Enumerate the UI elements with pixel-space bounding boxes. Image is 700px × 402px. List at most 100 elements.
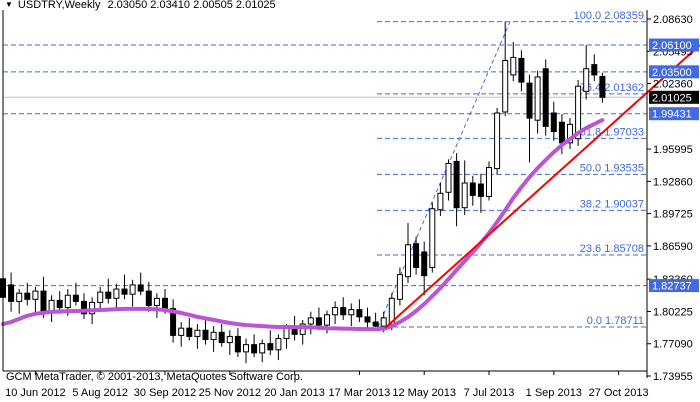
- candle-bull: [502, 59, 509, 113]
- svg-text:10 Jun 2012: 10 Jun 2012: [5, 387, 66, 399]
- candle-bull: [307, 317, 314, 325]
- candle-bull: [567, 123, 573, 144]
- candle-bull: [153, 297, 160, 307]
- svg-text:1.86590: 1.86590: [653, 241, 693, 253]
- candle-bear: [186, 327, 193, 337]
- svg-text:1.73955: 1.73955: [653, 371, 693, 383]
- candle-bull: [97, 291, 104, 303]
- candle-bear: [56, 299, 63, 309]
- svg-text:2.03500: 2.03500: [652, 67, 692, 79]
- candle-bear: [81, 300, 87, 315]
- chart-title: ▼ USDTRY,Weekly 2.03050 2.03410 2.00505 2.…: [5, 0, 276, 11]
- svg-text:2.01025: 2.01025: [652, 92, 692, 104]
- svg-text:12 May 2013: 12 May 2013: [392, 387, 456, 399]
- candle-bear: [591, 64, 598, 76]
- candle-bear: [40, 290, 47, 313]
- candle-bull: [380, 317, 387, 327]
- candle-bear: [145, 290, 152, 307]
- candle-bear: [218, 331, 225, 344]
- candle-bull: [324, 314, 330, 326]
- candle-bull: [259, 343, 266, 354]
- svg-text:2.02360: 2.02360: [653, 79, 693, 91]
- level-price-label: [649, 65, 699, 79]
- current-price-label: 2.01025: [649, 90, 699, 104]
- candle-bull: [486, 167, 492, 197]
- candle-bull: [194, 329, 201, 337]
- candle-bull: [299, 323, 306, 335]
- candle-bear: [291, 327, 298, 335]
- candle-bull: [494, 112, 501, 170]
- candle-bull: [534, 76, 541, 121]
- candle-bear: [105, 291, 112, 299]
- candle-bear: [315, 317, 322, 326]
- candle-bull: [89, 301, 96, 315]
- candle-bear: [8, 284, 15, 302]
- svg-text:27 Oct 2013: 27 Oct 2013: [589, 387, 649, 399]
- candle-bear: [121, 288, 128, 295]
- candle-bull: [583, 68, 590, 92]
- svg-text:76.4 2.01362: 76.4 2.01362: [580, 82, 644, 94]
- svg-text:1.95995: 1.95995: [653, 144, 693, 156]
- horizontal-level-lines[interactable]: [3, 44, 647, 287]
- level-price-label: [649, 107, 699, 121]
- candle-bull: [32, 290, 39, 300]
- svg-text:5 Aug 2012: 5 Aug 2012: [72, 387, 128, 399]
- candle-bear: [24, 292, 31, 300]
- candle-bear: [162, 297, 168, 310]
- svg-text:1.99431: 1.99431: [652, 109, 692, 121]
- candle-bull: [210, 331, 217, 341]
- svg-text:30 Sep 2012: 30 Sep 2012: [134, 387, 196, 399]
- svg-text:17 Mar 2013: 17 Mar 2013: [329, 387, 391, 399]
- svg-text:20 Jan 2013: 20 Jan 2013: [264, 387, 325, 399]
- candle-bear: [267, 343, 274, 351]
- candle-bull: [405, 244, 411, 278]
- svg-text:50.0 1.93535: 50.0 1.93535: [580, 162, 644, 174]
- svg-text:1.77090: 1.77090: [653, 339, 693, 351]
- candle-bull: [332, 307, 339, 316]
- svg-text:38.2 1.90037: 38.2 1.90037: [580, 198, 644, 210]
- candle-bear: [599, 75, 606, 98]
- svg-text:61.8 1.97033: 61.8 1.97033: [580, 126, 644, 138]
- candle-bull: [510, 56, 517, 76]
- candle-bear: [356, 309, 363, 318]
- candle-bull: [16, 292, 23, 302]
- candle-bear: [453, 160, 460, 209]
- candle-bear: [72, 294, 79, 302]
- level-price-label: [649, 38, 699, 52]
- candle-bear: [518, 57, 525, 83]
- svg-text:100.0 2.08359: 100.0 2.08359: [574, 10, 644, 22]
- svg-text:7 Jul 2013: 7 Jul 2013: [464, 387, 515, 399]
- candle-bull: [275, 337, 282, 351]
- candle-bear: [558, 121, 565, 144]
- candle-bear: [542, 68, 549, 127]
- candle-bull: [226, 335, 233, 344]
- moving-average-line: [1, 118, 605, 332]
- svg-text:0.0 1.78711: 0.0 1.78711: [587, 315, 644, 327]
- fibonacci-retracement[interactable]: 100.0 2.08359 76.4 2.01362 61.8 1.97033 50.…: [377, 10, 647, 328]
- candle-bull: [396, 274, 403, 300]
- candle-bull: [113, 288, 120, 299]
- candle-bear: [469, 182, 476, 196]
- candle-bull: [283, 327, 290, 339]
- svg-text:2.08630: 2.08630: [653, 14, 693, 26]
- candle-bear: [413, 243, 420, 268]
- candle-bear: [251, 344, 258, 354]
- title-symbol-timeframe: USDTRY,Weekly: [17, 0, 101, 11]
- candle-bear: [372, 321, 379, 327]
- candlestick-series: [0, 21, 606, 364]
- candle-bear: [170, 308, 177, 336]
- svg-text:2.06100: 2.06100: [652, 40, 692, 52]
- svg-text:23.6 1.85708: 23.6 1.85708: [580, 243, 644, 255]
- candle-bear: [550, 112, 557, 133]
- candle-bear: [340, 307, 347, 316]
- date-axis: 10 Jun 2012 5 Aug 2012 30 Sep 2012 25 Nov 2…: [5, 371, 649, 399]
- price-axis-level-labels: 2.06100 2.03500 1.99431 1.82737: [649, 38, 699, 293]
- symbol-dropdown-icon[interactable]: ▼: [5, 0, 13, 9]
- candle-bull: [429, 208, 436, 268]
- candle-bull: [129, 284, 136, 295]
- candle-bull: [575, 85, 582, 140]
- candle-bear: [202, 329, 209, 341]
- candle-bear: [477, 183, 484, 197]
